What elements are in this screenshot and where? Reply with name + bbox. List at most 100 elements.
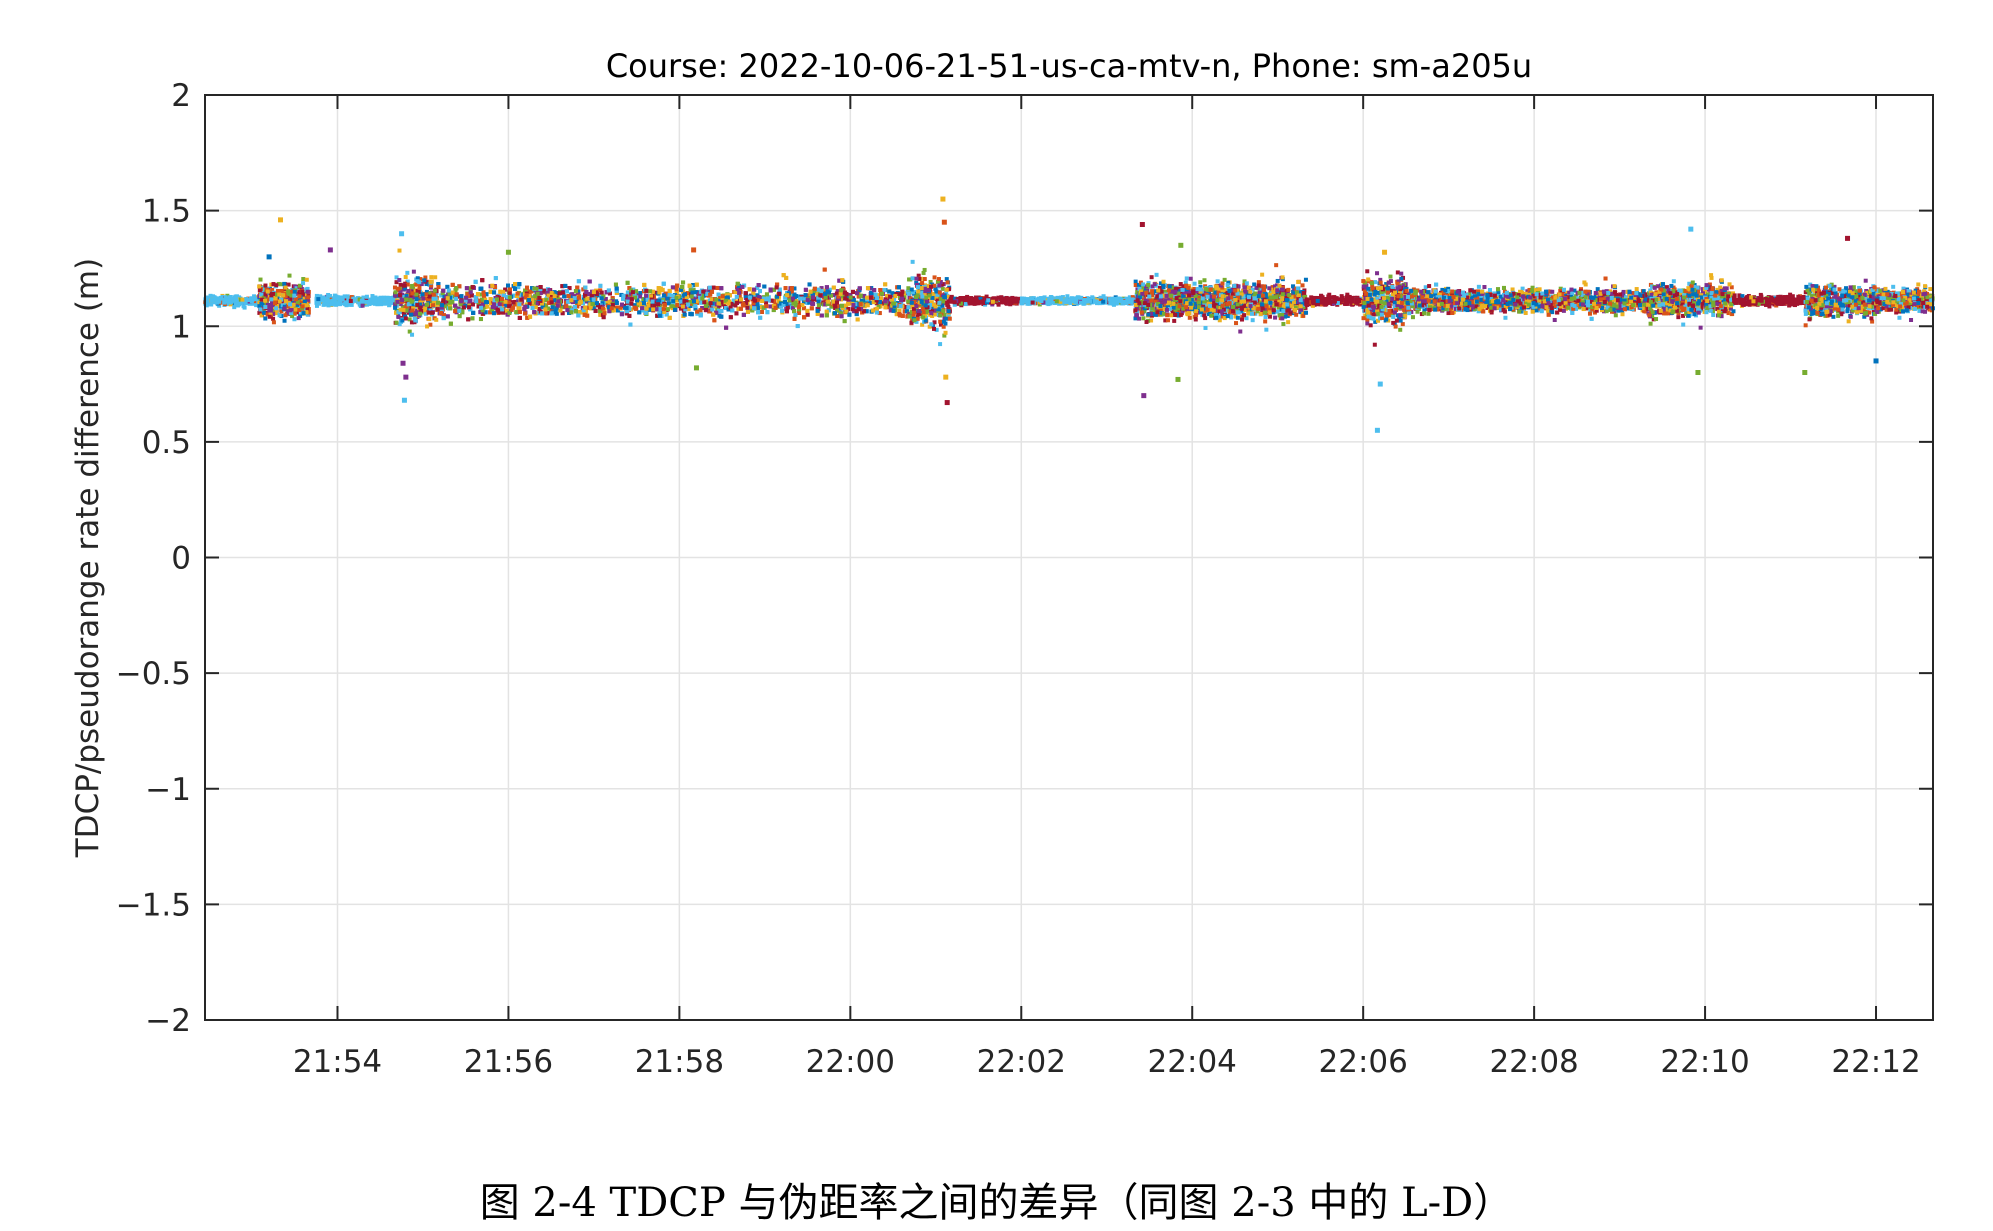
data-point (747, 295, 752, 300)
data-point (771, 308, 776, 313)
data-point (407, 317, 412, 322)
data-point (261, 303, 266, 308)
data-point (781, 273, 786, 278)
data-point (466, 317, 471, 322)
data-point (532, 310, 537, 315)
data-point (300, 292, 305, 297)
data-point (558, 308, 563, 313)
data-point (464, 295, 469, 300)
data-point (298, 298, 303, 303)
data-point (737, 294, 742, 299)
data-point (734, 300, 739, 305)
data-point (534, 301, 539, 306)
data-point (490, 305, 495, 310)
data-point (716, 292, 721, 297)
data-point (294, 310, 299, 315)
data-point (749, 304, 754, 309)
data-point (274, 283, 279, 288)
data-point (408, 298, 413, 303)
data-point (543, 311, 548, 316)
data-point (479, 297, 484, 302)
data-point (733, 289, 738, 294)
data-point (806, 295, 811, 300)
data-point (290, 314, 295, 319)
data-point (569, 298, 574, 303)
data-point (681, 296, 686, 301)
data-point (724, 293, 729, 298)
data-point (441, 313, 446, 318)
data-point (723, 306, 728, 311)
data-point (393, 302, 398, 307)
data-point (831, 285, 836, 290)
data-point (275, 292, 280, 297)
data-point (525, 285, 530, 290)
data-point (424, 302, 429, 307)
data-point (430, 303, 435, 308)
data-point (283, 285, 288, 290)
data-point (288, 302, 293, 307)
data-point (655, 313, 660, 318)
data-point (751, 291, 756, 296)
data-point (764, 300, 769, 305)
data-point (324, 302, 329, 307)
data-point (456, 306, 461, 311)
data-point (825, 289, 830, 294)
data-point (607, 291, 612, 296)
data-point (479, 303, 484, 308)
data-point (618, 305, 623, 310)
data-point (263, 283, 268, 288)
data-point (441, 300, 446, 305)
data-point (904, 309, 909, 314)
data-point (535, 287, 540, 292)
data-point (319, 298, 324, 303)
data-point (538, 285, 543, 290)
data-point (396, 309, 401, 314)
data-point (400, 298, 405, 303)
data-point (635, 298, 640, 303)
data-point (726, 301, 731, 306)
data-point (356, 300, 361, 305)
data-point (647, 307, 652, 312)
data-point (409, 320, 414, 325)
data-point (569, 310, 574, 315)
data-point (269, 297, 274, 302)
data-point (406, 305, 411, 310)
data-point (259, 301, 264, 306)
data-point (834, 291, 839, 296)
data-point (263, 305, 268, 310)
data-point (381, 295, 386, 300)
data-point (942, 333, 947, 338)
data-point (838, 311, 843, 316)
data-point (349, 302, 354, 307)
data-point (691, 287, 696, 292)
data-point (685, 291, 690, 296)
data-point (397, 293, 402, 298)
data-point (294, 286, 299, 291)
data-point (511, 284, 516, 289)
data-point (644, 293, 649, 298)
data-point (869, 290, 874, 295)
data-point (440, 303, 445, 308)
data-point (858, 293, 863, 298)
data-point (667, 293, 672, 298)
data-point (561, 290, 566, 295)
data-point (837, 278, 842, 283)
data-point (657, 311, 662, 316)
data-point (835, 289, 840, 294)
data-point (575, 292, 580, 297)
data-point (794, 294, 799, 299)
data-point (638, 291, 643, 296)
data-point (816, 287, 821, 292)
data-point (528, 314, 533, 319)
data-point (621, 296, 626, 301)
data-point (423, 311, 428, 316)
data-point (292, 289, 297, 294)
data-point (868, 300, 873, 305)
data-point (644, 288, 649, 293)
data-point (651, 307, 656, 312)
data-point (619, 302, 624, 307)
data-point (298, 314, 303, 319)
data-point (896, 285, 901, 290)
data-point (880, 291, 885, 296)
data-point (270, 287, 275, 292)
